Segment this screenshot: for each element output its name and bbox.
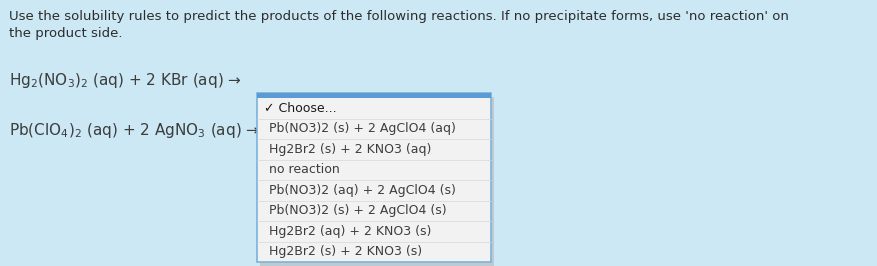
Text: Pb(NO3)2 (s) + 2 AgClO4 (aq): Pb(NO3)2 (s) + 2 AgClO4 (aq) xyxy=(269,122,456,135)
Text: Pb(NO3)2 (aq) + 2 AgClO4 (s): Pb(NO3)2 (aq) + 2 AgClO4 (s) xyxy=(269,184,456,197)
Text: no reaction: no reaction xyxy=(269,163,340,176)
FancyBboxPatch shape xyxy=(260,97,494,266)
Text: Use the solubility rules to predict the products of the following reactions. If : Use the solubility rules to predict the … xyxy=(9,10,788,23)
Text: Hg2Br2 (s) + 2 KNO3 (s): Hg2Br2 (s) + 2 KNO3 (s) xyxy=(269,245,423,258)
FancyBboxPatch shape xyxy=(257,93,491,262)
FancyBboxPatch shape xyxy=(257,93,491,98)
Text: ✓ Choose...: ✓ Choose... xyxy=(264,102,337,115)
Text: Hg2Br2 (aq) + 2 KNO3 (s): Hg2Br2 (aq) + 2 KNO3 (s) xyxy=(269,225,431,238)
Text: Hg2Br2 (s) + 2 KNO3 (aq): Hg2Br2 (s) + 2 KNO3 (aq) xyxy=(269,143,431,156)
Text: Pb(NO3)2 (s) + 2 AgClO4 (s): Pb(NO3)2 (s) + 2 AgClO4 (s) xyxy=(269,204,447,217)
Text: $\mathregular{Hg_2(NO_3)_2}$ (aq) + 2 KBr (aq) →: $\mathregular{Hg_2(NO_3)_2}$ (aq) + 2 KB… xyxy=(9,72,241,90)
Text: the product side.: the product side. xyxy=(9,27,122,40)
Text: $\mathregular{Pb(ClO_4)_2}$ (aq) + 2 AgNO$\mathregular{_3}$ (aq) →: $\mathregular{Pb(ClO_4)_2}$ (aq) + 2 AgN… xyxy=(9,122,260,140)
